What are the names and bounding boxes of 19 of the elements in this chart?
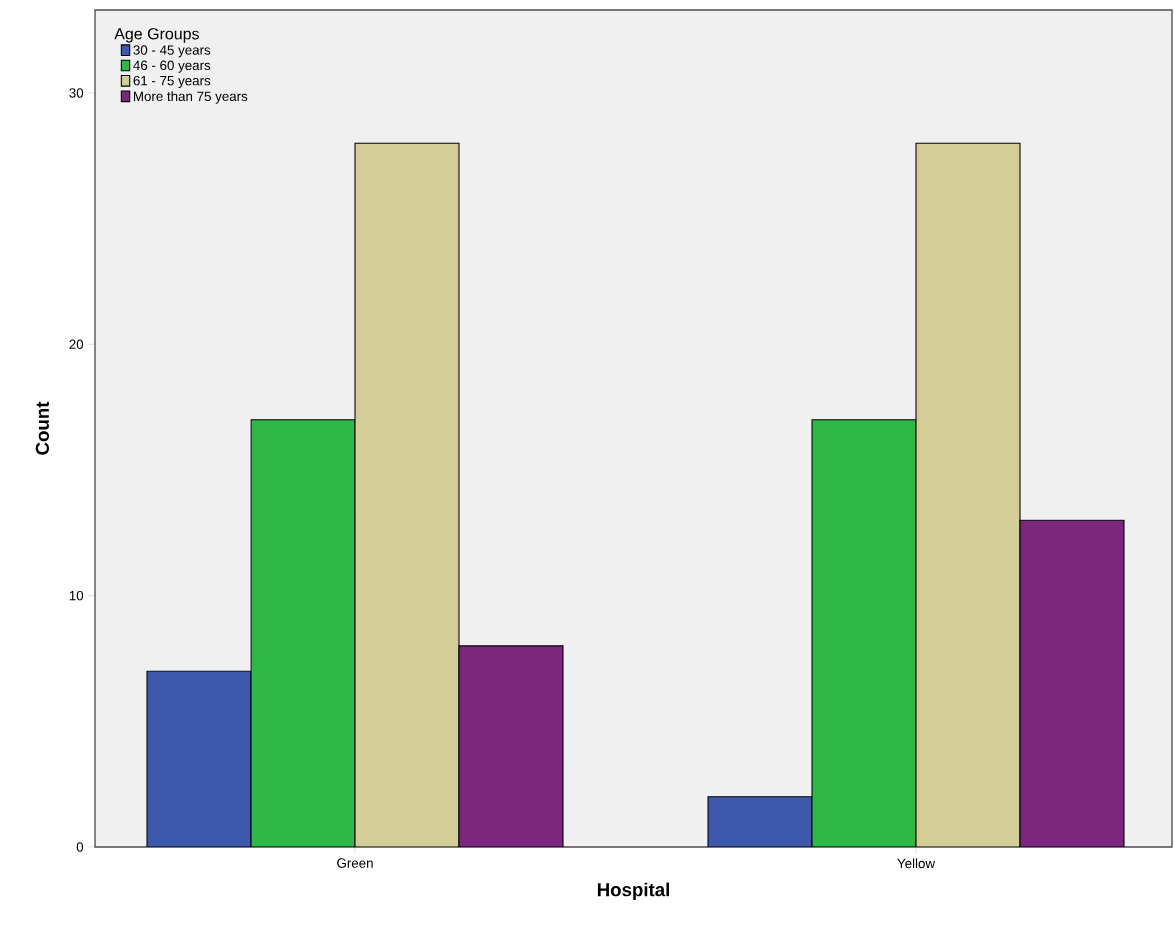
bar: [146, 670, 252, 847]
y-axis-title: Count: [35, 401, 49, 455]
x-tick-label: Green: [337, 858, 373, 868]
legend-label: 30 - 45 years: [133, 45, 211, 58]
legend-label: More than 75 years: [133, 91, 248, 104]
bar: [354, 142, 460, 847]
y-tick-label: 0: [76, 842, 84, 852]
y-tick-label: 20: [69, 339, 84, 349]
bar: [915, 142, 1021, 847]
bar: [707, 796, 813, 847]
legend-title: Age Groups: [114, 28, 200, 43]
legend-label: 46 - 60 years: [133, 60, 211, 73]
bar: [1019, 519, 1125, 847]
y-tick-label: 10: [69, 590, 84, 601]
bar: [458, 645, 564, 847]
y-tick-label: 30: [69, 88, 84, 98]
legend-label: 61 - 75 years: [133, 75, 211, 88]
x-tick-label: Yellow: [897, 858, 936, 869]
x-axis-title: Hospital: [597, 882, 670, 901]
